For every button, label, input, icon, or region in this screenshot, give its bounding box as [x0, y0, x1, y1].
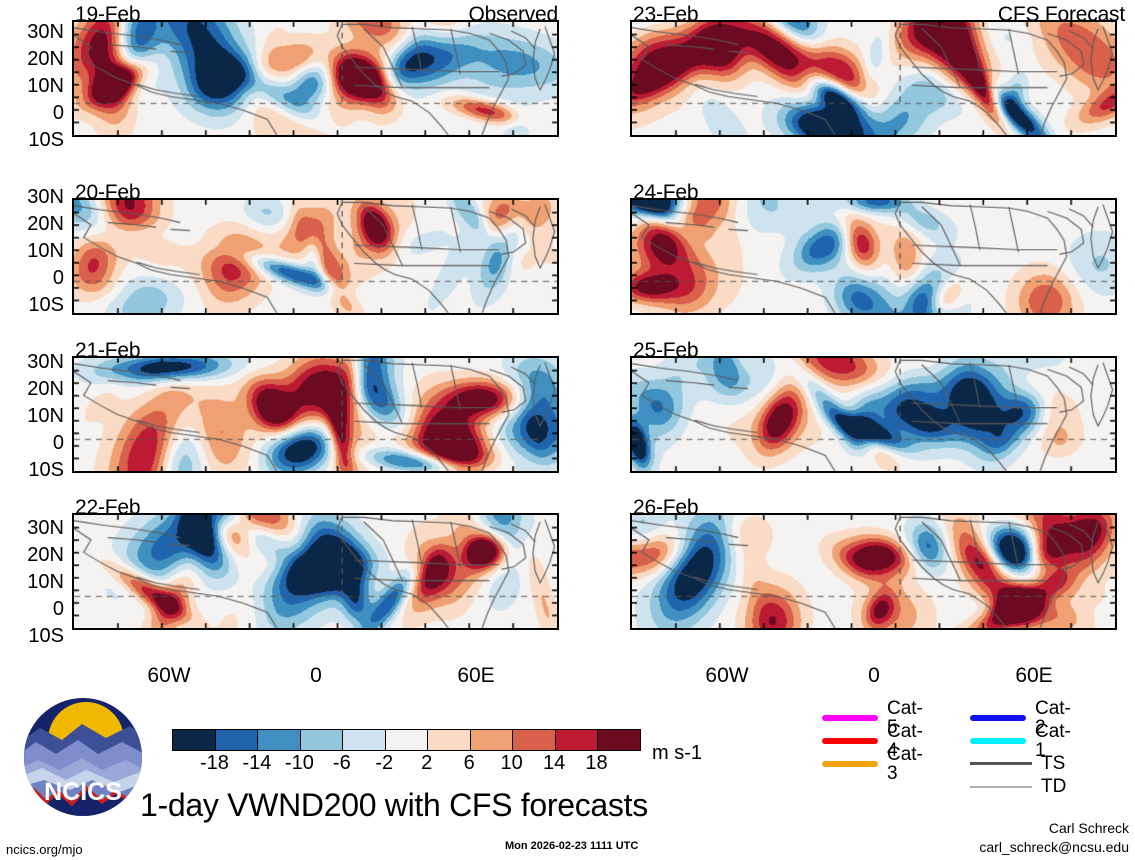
- legend-row-td: TD: [970, 775, 1077, 798]
- map-panel-20feb[interactable]: [72, 198, 559, 315]
- ylabel-30n: 30N: [27, 186, 64, 208]
- colorbar-swatch-8: [512, 730, 555, 750]
- colorbar-swatch-7: [469, 730, 513, 750]
- legend-line-swatch: [822, 737, 878, 744]
- colorbar-tick-10: 10: [500, 752, 523, 774]
- ylabel-20n: 20N: [27, 544, 64, 566]
- xlabel-0-left: 0: [310, 664, 322, 687]
- legend-label: Cat-1: [1034, 720, 1071, 761]
- ylabel-10s: 10S: [28, 129, 64, 151]
- legend-row-cat-2: Cat-2: [970, 699, 1077, 737]
- ylabel-20n: 20N: [27, 378, 64, 400]
- colorbar-swatch-3: [299, 730, 343, 750]
- legend-row-cat-1: Cat-1: [970, 722, 1077, 760]
- colorbar-swatch-1: [214, 730, 258, 750]
- ylabel-10n: 10N: [27, 571, 64, 593]
- ylabel-10s: 10S: [28, 459, 64, 481]
- map-panel-19feb[interactable]: [72, 20, 559, 137]
- legend-label: Cat-3: [886, 743, 923, 784]
- colorbar-tick-2: 2: [421, 752, 433, 774]
- ylabel-0: 0: [52, 267, 64, 289]
- ylabel-30n: 30N: [27, 351, 64, 373]
- legend-line-swatch: [822, 714, 878, 721]
- ylabel-20n: 20N: [27, 48, 64, 70]
- ncics-logo: NCICS: [22, 696, 144, 818]
- map-panel-21feb[interactable]: [72, 356, 559, 473]
- legend-label: Cat-2: [1034, 697, 1071, 738]
- ylabel-10n: 10N: [27, 240, 64, 262]
- colorbar-tick--2: -2: [375, 752, 394, 774]
- ylabel-0: 0: [52, 432, 64, 454]
- figure-title: 1-day VWND200 with CFS forecasts: [140, 787, 648, 823]
- xlabel-0-right: 0: [868, 664, 880, 687]
- xlabel-60w-right: 60W: [705, 664, 749, 687]
- panel-title-22feb: 22-Feb: [75, 496, 141, 519]
- ylabel-30n: 30N: [27, 517, 64, 539]
- xlabel-60e-right: 60E: [1015, 664, 1053, 687]
- legend-label: Cat-5: [886, 697, 923, 738]
- legend-line-swatch: [970, 714, 1026, 721]
- legend-row-cat-5: Cat-5: [822, 699, 929, 737]
- map-panel-23feb[interactable]: [630, 20, 1117, 137]
- ylabel-10n: 10N: [27, 405, 64, 427]
- panel-title-26feb: 26-Feb: [633, 496, 699, 519]
- xlabel-60w-left: 60W: [147, 664, 191, 687]
- ylabel-10n: 10N: [27, 75, 64, 97]
- panel-title-20feb: 20-Feb: [75, 181, 141, 204]
- colorbar-units: m s-1: [652, 742, 702, 764]
- colorbar-swatch-2: [257, 730, 300, 750]
- panel-title-21feb: 21-Feb: [75, 339, 141, 362]
- colorbar[interactable]: [172, 729, 641, 751]
- legend-line-swatch: [970, 762, 1032, 765]
- ylabel-10s: 10S: [28, 625, 64, 647]
- colorbar-tick-18: 18: [585, 752, 608, 774]
- ylabel-0: 0: [52, 102, 64, 124]
- author-name: Carl Schreck: [1048, 820, 1129, 836]
- column-header-cfs-forecast: CFS Forecast: [997, 3, 1125, 26]
- colorbar-tick--10: -10: [284, 752, 314, 774]
- legend-label: TD: [1041, 776, 1067, 797]
- colorbar-tick--18: -18: [200, 752, 229, 774]
- map-panel-22feb[interactable]: [72, 513, 559, 630]
- ylabel-20n: 20N: [27, 213, 64, 235]
- legend-row-cat-4: Cat-4: [822, 722, 929, 760]
- ylabel-0: 0: [52, 598, 64, 620]
- ylabel-30n: 30N: [27, 21, 64, 43]
- map-panel-26feb[interactable]: [630, 513, 1117, 630]
- colorbar-swatch-9: [554, 730, 598, 750]
- column-header-observed: Observed: [468, 3, 559, 26]
- ylabel-10s: 10S: [28, 294, 64, 316]
- author-email[interactable]: carl_schreck@ncsu.edu: [979, 839, 1129, 855]
- colorbar-tick-6: 6: [463, 752, 475, 774]
- colorbar-swatch-4: [342, 730, 385, 750]
- legend-line-swatch: [970, 737, 1026, 744]
- colorbar-swatch-10: [597, 730, 641, 750]
- colorbar-swatch-6: [427, 730, 470, 750]
- colorbar-swatch-5: [384, 730, 428, 750]
- legend-row-cat-3: Cat-3: [822, 745, 929, 783]
- panel-title-19feb: 19-Feb: [75, 3, 141, 26]
- panel-title-24feb: 24-Feb: [633, 181, 699, 204]
- xlabel-60e-left: 60E: [457, 664, 495, 687]
- legend-line-swatch: [822, 760, 878, 767]
- colorbar-tick--14: -14: [242, 752, 272, 774]
- legend-row-ts: TS: [970, 752, 1077, 775]
- site-url[interactable]: ncics.org/mjo: [6, 842, 83, 857]
- colorbar-tick-14: 14: [542, 752, 566, 774]
- colorbar-swatch-0: [173, 730, 215, 750]
- legend-line-swatch: [970, 785, 1032, 788]
- colorbar-tick--6: -6: [332, 752, 351, 774]
- panel-title-25feb: 25-Feb: [633, 339, 699, 362]
- legend-label: Cat-4: [886, 720, 923, 761]
- legend-label: TS: [1041, 753, 1066, 774]
- panel-title-23feb: 23-Feb: [633, 3, 699, 26]
- logo-label: NCICS: [44, 778, 122, 806]
- map-panel-24feb[interactable]: [630, 198, 1117, 315]
- map-panel-25feb[interactable]: [630, 356, 1117, 473]
- timestamp: Mon 2026-02-23 1111 UTC: [505, 840, 639, 852]
